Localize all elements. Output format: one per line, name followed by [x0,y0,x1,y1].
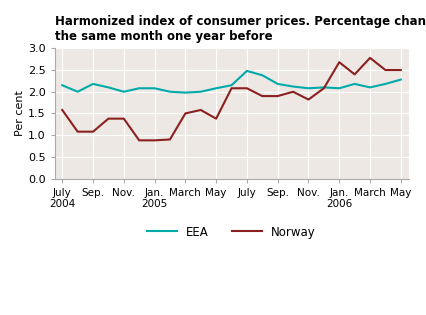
Y-axis label: Per cent: Per cent [15,90,25,136]
EEA [382,82,387,86]
EEA [106,85,111,89]
Norway [228,86,233,90]
Norway [290,90,295,94]
Norway [60,108,65,112]
EEA [182,91,187,94]
EEA [75,90,80,94]
EEA [121,90,126,94]
Norway [198,108,203,112]
EEA [60,83,65,87]
Norway [367,56,372,60]
Norway [152,139,157,142]
EEA [198,90,203,94]
EEA [367,85,372,89]
Norway [351,72,357,76]
EEA [274,82,279,86]
EEA [397,78,403,82]
Norway [336,60,341,64]
EEA [136,86,141,90]
EEA [259,73,264,77]
Line: Norway: Norway [62,58,400,140]
EEA [351,82,357,86]
EEA [90,82,95,86]
Norway [106,117,111,121]
Norway [320,86,325,90]
EEA [213,86,218,90]
Norway [136,139,141,142]
Norway [274,94,279,98]
Norway [305,98,310,101]
Norway [75,130,80,134]
Norway [182,112,187,115]
EEA [167,90,172,94]
Norway [167,138,172,141]
Legend: EEA, Norway: EEA, Norway [142,221,320,243]
EEA [152,86,157,90]
Text: Harmonized index of consumer prices. Percentage change from
the same month one y: Harmonized index of consumer prices. Per… [55,15,426,43]
Norway [259,94,264,98]
Line: EEA: EEA [62,71,400,93]
Norway [244,86,249,90]
EEA [290,85,295,89]
EEA [320,85,325,89]
EEA [228,83,233,87]
Norway [382,68,387,72]
EEA [305,86,310,90]
EEA [336,86,341,90]
Norway [213,117,218,121]
EEA [244,69,249,73]
Norway [397,68,403,72]
Norway [90,130,95,134]
Norway [121,117,126,121]
